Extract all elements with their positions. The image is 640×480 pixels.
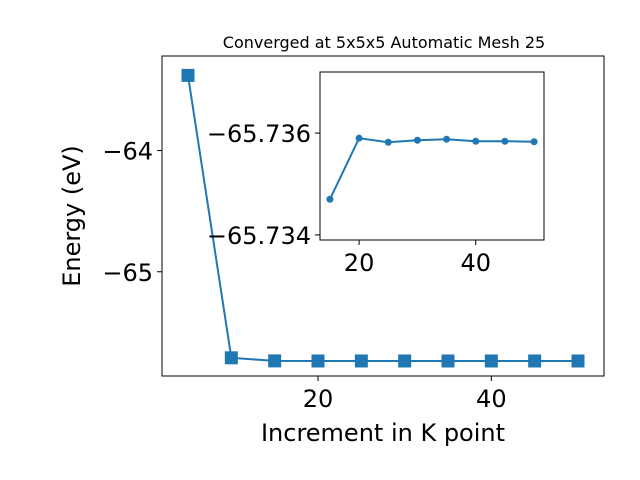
y-axis-label: Energy (eV) — [58, 145, 86, 287]
inset-x-tick-label: 40 — [460, 249, 491, 277]
inset-axes: 20 40 −65.736 −65.734 — [207, 71, 545, 277]
main-plot-frame — [161, 55, 605, 377]
main-ticks: 20 40 −64 −65 — [102, 138, 506, 413]
x-axis-label: Increment in K point — [261, 419, 505, 447]
inset-y-tick-label: −65.734 — [207, 222, 311, 250]
inset-plot-frame — [319, 71, 545, 241]
inset-data-point — [443, 135, 451, 143]
inset-y-tick-label: −65.736 — [207, 120, 311, 148]
inset-data-point — [413, 136, 421, 144]
chart-title: Converged at 5x5x5 Automatic Mesh 25 — [223, 33, 545, 52]
inset-series-points — [326, 134, 538, 203]
main-data-point — [571, 354, 585, 368]
inset-data-point — [530, 138, 538, 146]
inset-ticks: 20 40 −65.736 −65.734 — [207, 120, 491, 277]
inset-data-point — [384, 138, 392, 146]
main-data-point — [181, 68, 195, 82]
inset-data-point — [501, 137, 509, 145]
inset-x-tick-label: 20 — [344, 249, 375, 277]
main-y-tick-label: −65 — [102, 259, 153, 287]
main-data-point — [268, 354, 282, 368]
main-series-points — [181, 68, 585, 368]
main-data-point — [398, 354, 412, 368]
main-data-point — [354, 354, 368, 368]
inset-data-point — [472, 137, 480, 145]
main-data-point — [484, 354, 498, 368]
main-data-point — [224, 351, 238, 365]
inset-background — [320, 72, 544, 240]
inset-series-line — [329, 137, 535, 200]
main-data-point — [311, 354, 325, 368]
main-axes: 20 40 −64 −65 — [102, 55, 605, 413]
main-data-point — [528, 354, 542, 368]
inset-data-point — [355, 134, 363, 142]
main-data-point — [441, 354, 455, 368]
main-x-tick-label: 40 — [476, 385, 507, 413]
main-x-tick-label: 20 — [303, 385, 334, 413]
inset-data-point — [326, 195, 334, 203]
main-series-line — [187, 75, 578, 362]
main-y-tick-label: −64 — [102, 138, 153, 166]
